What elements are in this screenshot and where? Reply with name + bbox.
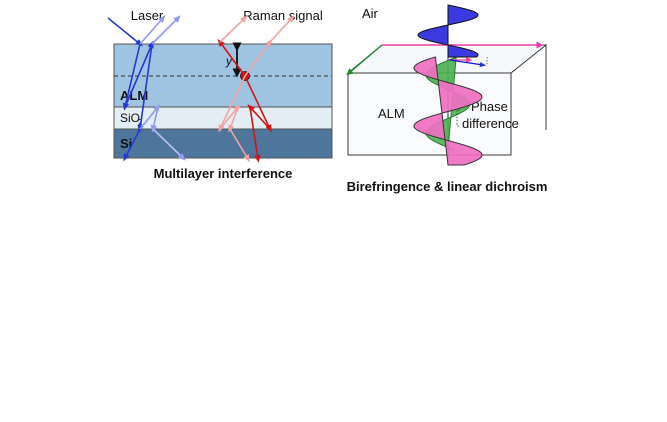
svg-text:Laser: Laser: [131, 8, 164, 23]
svg-text:Birefringence & linear dichroi: Birefringence & linear dichroism: [347, 179, 548, 194]
svg-text:y: y: [225, 54, 233, 68]
svg-text:Multilayer interference: Multilayer interference: [154, 166, 293, 181]
svg-text:SiO: SiO: [120, 111, 140, 125]
svg-text:ALM: ALM: [378, 106, 405, 121]
svg-text:difference: difference: [462, 116, 519, 131]
svg-text:Raman signal: Raman signal: [243, 8, 323, 23]
svg-text:Air: Air: [362, 6, 379, 21]
